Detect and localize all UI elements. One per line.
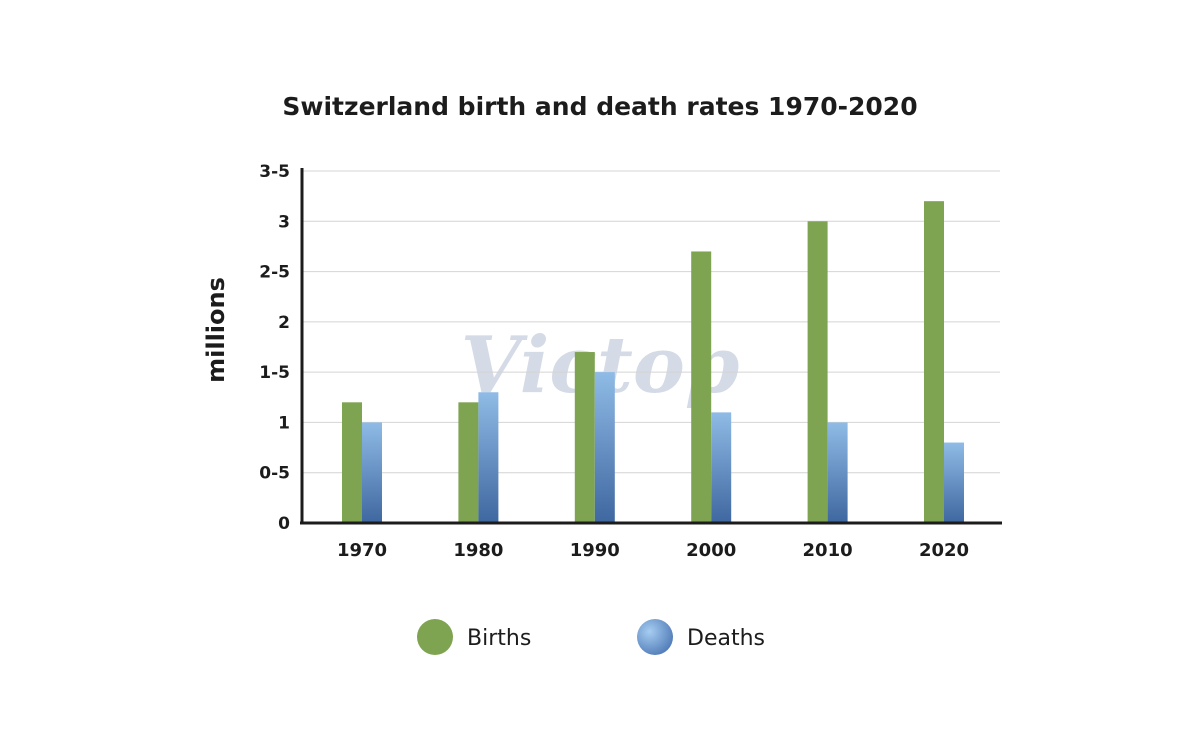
x-tick-labels: 1970 1980 1990 2000 2010 2020 <box>337 540 969 561</box>
deaths-bar-1990 <box>594 372 615 523</box>
y-tick-label: 1 <box>278 413 290 433</box>
x-tick-label: 1970 <box>337 540 387 561</box>
deaths-bar-2000 <box>711 412 732 523</box>
x-tick-label: 1980 <box>453 540 503 561</box>
bars <box>342 201 964 524</box>
births-bar-2020 <box>924 201 944 523</box>
y-tick-label: 0 <box>278 514 290 534</box>
axes <box>300 168 1002 525</box>
gridlines <box>302 170 1000 474</box>
births-bar-2010 <box>807 221 828 524</box>
x-tick-label: 2010 <box>803 540 853 561</box>
legend-deaths-swatch <box>637 619 673 655</box>
y-tick-label: 1-5 <box>259 363 290 383</box>
y-tick-label: 0-5 <box>259 464 290 484</box>
y-tick-labels: 0 0-5 1 1-5 2 2-5 3 3-5 <box>259 162 290 534</box>
x-tick-label: 2020 <box>919 540 969 561</box>
deaths-bar-1980 <box>478 392 499 523</box>
chart-title: Switzerland birth and death rates 1970-2… <box>282 92 917 121</box>
deaths-bar-2010 <box>827 422 848 523</box>
births-bar-2000 <box>691 251 712 523</box>
y-tick-label: 2 <box>278 313 290 333</box>
y-tick-label: 3-5 <box>259 162 290 182</box>
y-tick-label: 3 <box>278 212 290 232</box>
legend-births-swatch <box>417 619 453 655</box>
x-tick-label: 1990 <box>570 540 620 561</box>
deaths-bar-2020 <box>944 442 964 523</box>
deaths-bar-1970 <box>362 422 382 523</box>
x-tick-label: 2000 <box>686 540 736 561</box>
legend: Births Deaths <box>417 619 765 655</box>
legend-births-label: Births <box>467 626 531 651</box>
y-axis-label: millions <box>202 277 230 383</box>
legend-deaths-label: Deaths <box>687 626 765 651</box>
births-bar-1970 <box>342 402 362 523</box>
births-bar-1990 <box>574 352 595 523</box>
y-tick-label: 2-5 <box>259 263 290 283</box>
births-bar-1980 <box>458 402 479 523</box>
